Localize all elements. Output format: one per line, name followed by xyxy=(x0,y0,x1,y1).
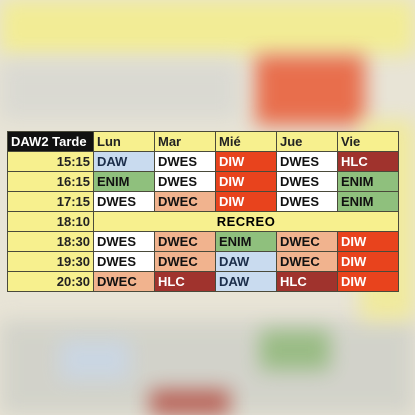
time-slot: 16:15 xyxy=(7,171,94,192)
table-row: 15:15 DAW DWES DIW DWES HLC xyxy=(7,151,399,172)
subject-cell: DIW xyxy=(215,151,277,172)
subject-cell: DAW xyxy=(93,151,155,172)
subject-cell: HLC xyxy=(276,271,338,292)
subject-cell: ENIM xyxy=(215,231,277,252)
subject-cell: DWEC xyxy=(154,251,216,272)
day-header-mie: Mié xyxy=(215,131,277,152)
time-slot: 17:15 xyxy=(7,191,94,212)
subject-cell: ENIM xyxy=(93,171,155,192)
subject-cell: HLC xyxy=(337,151,399,172)
table-row: 16:15 ENIM DWES DIW DWES ENIM xyxy=(7,171,399,192)
time-slot: 18:10 xyxy=(7,211,94,232)
subject-cell: DAW xyxy=(215,271,277,292)
subject-cell: DWEC xyxy=(154,231,216,252)
subject-cell: DWEC xyxy=(154,191,216,212)
subject-cell: DWES xyxy=(93,231,155,252)
subject-cell: DWES xyxy=(276,171,338,192)
day-header-jue: Jue xyxy=(276,131,338,152)
break-row: 18:10 RECREO xyxy=(7,211,399,232)
subject-cell: DWEC xyxy=(276,231,338,252)
subject-cell: DWES xyxy=(154,171,216,192)
table-row: 20:30 DWEC HLC DAW HLC DIW xyxy=(7,271,399,292)
time-slot: 15:15 xyxy=(7,151,94,172)
subject-cell: DIW xyxy=(337,251,399,272)
recreo-label: RECREO xyxy=(93,211,399,232)
table-row: 19:30 DWES DWEC DAW DWEC DIW xyxy=(7,251,399,272)
day-header-vie: Vie xyxy=(337,131,399,152)
subject-cell: DWES xyxy=(93,251,155,272)
subject-cell: DWES xyxy=(154,151,216,172)
time-slot: 20:30 xyxy=(7,271,94,292)
subject-cell: ENIM xyxy=(337,171,399,192)
table-row: 17:15 DWES DWEC DIW DWES ENIM xyxy=(7,191,399,212)
day-header-lun: Lun xyxy=(93,131,155,152)
subject-cell: DWEC xyxy=(93,271,155,292)
subject-cell: DIW xyxy=(337,231,399,252)
subject-cell: DAW xyxy=(215,251,277,272)
time-slot: 19:30 xyxy=(7,251,94,272)
subject-cell: DIW xyxy=(215,191,277,212)
header-row: DAW2 Tarde Lun Mar Mié Jue Vie xyxy=(7,131,399,152)
schedule-table: DAW2 Tarde Lun Mar Mié Jue Vie 15:15 DAW… xyxy=(7,131,399,292)
subject-cell: DWES xyxy=(276,191,338,212)
subject-cell: ENIM xyxy=(337,191,399,212)
subject-cell: DIW xyxy=(215,171,277,192)
time-slot: 18:30 xyxy=(7,231,94,252)
subject-cell: DWES xyxy=(93,191,155,212)
schedule-title: DAW2 Tarde xyxy=(7,131,94,152)
subject-cell: DIW xyxy=(337,271,399,292)
subject-cell: HLC xyxy=(154,271,216,292)
subject-cell: DWEC xyxy=(276,251,338,272)
day-header-mar: Mar xyxy=(154,131,216,152)
subject-cell: DWES xyxy=(276,151,338,172)
table-row: 18:30 DWES DWEC ENIM DWEC DIW xyxy=(7,231,399,252)
